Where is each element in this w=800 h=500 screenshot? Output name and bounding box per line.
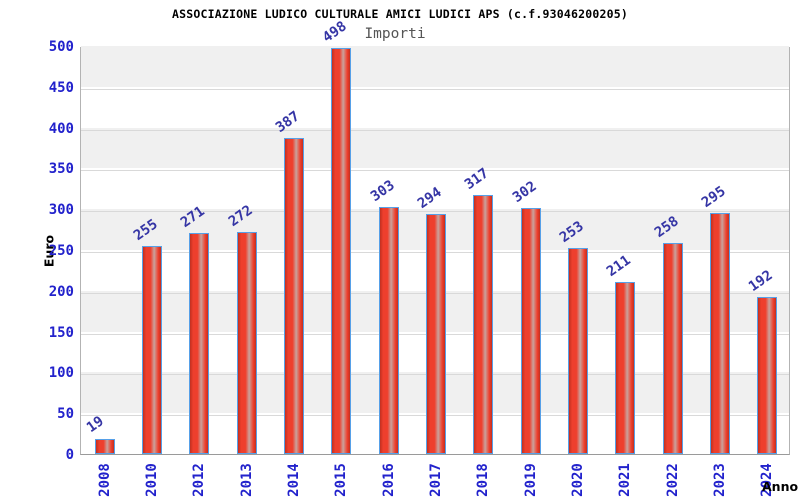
gridline (81, 88, 789, 90)
x-tick-text: 2023 (712, 463, 728, 497)
y-tick-label: 300 (48, 202, 74, 219)
bar (331, 47, 352, 454)
x-tick-text: 2013 (238, 463, 255, 497)
y-tick-label: 350 (48, 161, 74, 178)
x-tick-text: 2008 (96, 463, 113, 497)
x-tick-text: 2012 (191, 463, 208, 497)
bar (142, 245, 162, 454)
background-band (81, 168, 789, 210)
bar (757, 297, 778, 454)
gridline (81, 170, 789, 172)
bar (189, 232, 210, 454)
y-tick-label: 50 (57, 406, 74, 423)
bar (94, 438, 115, 454)
bar (378, 206, 399, 454)
x-tick-text: 2017 (428, 463, 444, 497)
background-band (81, 127, 789, 169)
x-axis-title: Anno (762, 479, 799, 494)
bar (520, 207, 541, 454)
chart-title: ASSOCIAZIONE LUDICO CULTURALE AMICI LUDI… (172, 7, 628, 21)
y-tick-label: 0 (65, 447, 74, 463)
x-tick-text: 2015 (333, 463, 350, 497)
bar (615, 281, 636, 454)
chart-subtitle: Importi (364, 26, 426, 42)
x-tick-text: 2014 (286, 463, 302, 497)
bar (236, 232, 257, 454)
x-tick-text: 2016 (380, 463, 397, 497)
plot-area: 19 255 271 272 387 498 303 294 317 302 253 211 258 29… (80, 18, 790, 455)
bar (473, 195, 494, 454)
y-tick-label: 100 (48, 365, 74, 382)
x-tick-text: 2022 (664, 463, 681, 497)
x-tick-text: 2019 (522, 463, 539, 497)
x-tick-text: 2010 (144, 463, 160, 497)
x-tick-text: 2018 (475, 463, 492, 497)
y-tick-label: 400 (48, 120, 74, 137)
gridline (81, 211, 789, 213)
bar (568, 247, 588, 454)
y-tick-label: 450 (48, 79, 74, 96)
y-tick-label: 200 (48, 283, 74, 300)
y-tick-label: 500 (48, 39, 74, 55)
bar (284, 138, 304, 454)
background-band (81, 86, 789, 128)
x-tick-text: 2021 (617, 463, 634, 497)
bar (662, 243, 683, 454)
gridline (81, 129, 789, 131)
y-tick-label: 150 (48, 324, 74, 341)
y-tick-label: 250 (48, 243, 74, 259)
bar (710, 213, 730, 454)
background-band (81, 46, 789, 87)
x-tick-text: 2020 (570, 463, 586, 497)
bar (426, 214, 446, 454)
